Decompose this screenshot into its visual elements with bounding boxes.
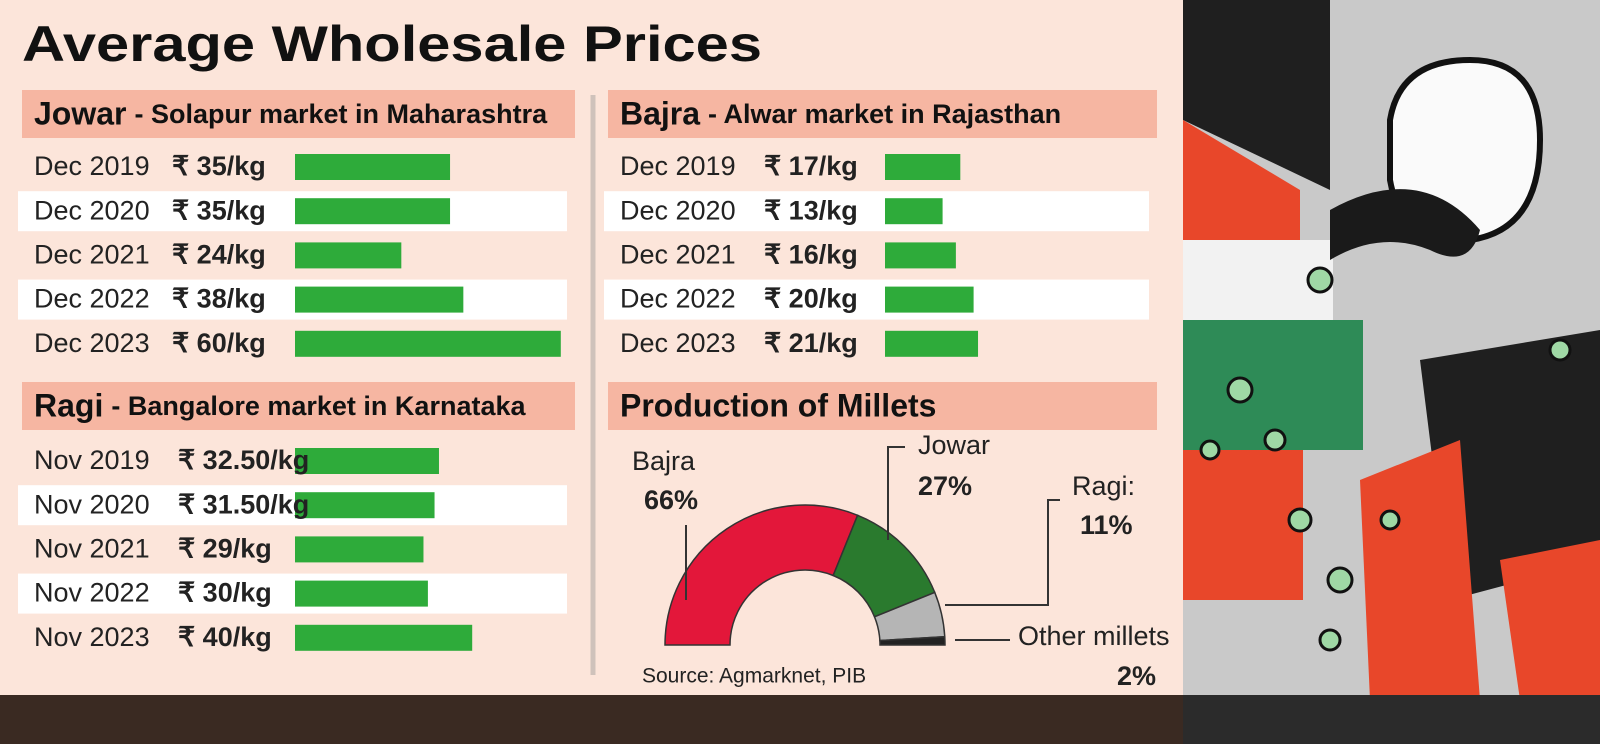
category-label: Dec 2019	[34, 151, 150, 181]
panel-title: Bajra	[620, 95, 700, 131]
value-label: ₹ 24/kg	[172, 240, 266, 270]
value-label: ₹ 38/kg	[172, 284, 266, 314]
bar	[295, 624, 473, 651]
category-label: Nov 2020	[34, 489, 150, 519]
panel-title: Jowar	[34, 95, 126, 131]
row-background	[18, 191, 567, 232]
value-label: ₹ 31.50/kg	[178, 489, 309, 519]
value-label: ₹ 16/kg	[764, 240, 858, 270]
bar	[295, 198, 451, 225]
panel-subtitle: - Alwar market in Rajasthan	[708, 99, 1061, 129]
bar	[885, 330, 979, 357]
bar	[885, 198, 943, 225]
category-label: Dec 2021	[620, 240, 736, 270]
row-background	[18, 279, 567, 320]
bar	[885, 286, 974, 313]
source: Source: Agmarknet, PIB	[642, 665, 866, 688]
segment-value: 27%	[918, 471, 972, 501]
bar	[295, 154, 451, 180]
category-label: Dec 2020	[34, 195, 150, 225]
category-label: Dec 2022	[620, 284, 736, 314]
category-label: Nov 2022	[34, 578, 150, 608]
value-label: ₹ 35/kg	[172, 195, 266, 225]
panel-header	[22, 382, 575, 430]
illustration	[1183, 0, 1600, 744]
value-label: ₹ 17/kg	[764, 151, 858, 181]
category-label: Dec 2023	[34, 328, 150, 358]
value-label: ₹ 29/kg	[178, 534, 272, 564]
segment-value: 11%	[1080, 510, 1133, 540]
semi-donut-segment	[664, 504, 859, 646]
category-label: Dec 2020	[620, 195, 736, 225]
bottom-strip	[0, 695, 1183, 744]
panel-header	[608, 382, 1157, 430]
bar	[885, 242, 956, 269]
bar	[295, 580, 428, 607]
bar	[295, 242, 402, 269]
category-label: Dec 2023	[620, 328, 736, 358]
semi-donut-segment	[879, 635, 946, 646]
category-label: Nov 2019	[34, 445, 150, 475]
panel-header	[22, 90, 575, 138]
value-label: ₹ 21/kg	[764, 328, 858, 358]
value-label: ₹ 13/kg	[764, 195, 858, 225]
panel-subtitle: - Solapur market in Maharashtra	[134, 99, 548, 129]
value-label: ₹ 35/kg	[172, 151, 266, 181]
row-background	[604, 279, 1149, 320]
segment-label: Bajra	[632, 446, 696, 476]
segment-value: 2%	[1117, 661, 1156, 691]
category-label: Dec 2021	[34, 240, 150, 270]
bar	[295, 286, 464, 313]
value-label: ₹ 30/kg	[178, 578, 272, 608]
row-background	[18, 485, 567, 526]
category-label: Nov 2021	[34, 534, 150, 564]
panel-title: Production of Millets	[620, 387, 936, 423]
bar	[295, 492, 435, 519]
panel-title: Ragi	[34, 387, 103, 423]
category-label: Dec 2022	[34, 284, 150, 314]
value-label: ₹ 32.50/kg	[178, 445, 309, 475]
segment-label: Other millets	[1018, 621, 1170, 651]
panel-subtitle: - Bangalore market in Karnataka	[111, 391, 526, 421]
panel-header	[608, 90, 1157, 138]
leader-line	[887, 446, 905, 540]
leader-line	[945, 499, 1060, 606]
value-label: ₹ 40/kg	[178, 622, 272, 652]
row-background	[18, 573, 567, 614]
row-background	[604, 191, 1149, 232]
bar	[885, 154, 961, 180]
category-label: Dec 2019	[620, 151, 736, 181]
bar	[295, 448, 439, 474]
segment-value: 66%	[644, 485, 698, 515]
bar	[295, 536, 424, 563]
main-title: Average Wholesale Prices	[22, 16, 762, 72]
category-label: Nov 2023	[34, 622, 150, 652]
value-label: ₹ 20/kg	[764, 284, 858, 314]
bar	[295, 330, 561, 357]
segment-label: Jowar	[918, 430, 990, 460]
value-label: ₹ 60/kg	[172, 328, 266, 358]
segment-label: Ragi:	[1072, 471, 1135, 501]
